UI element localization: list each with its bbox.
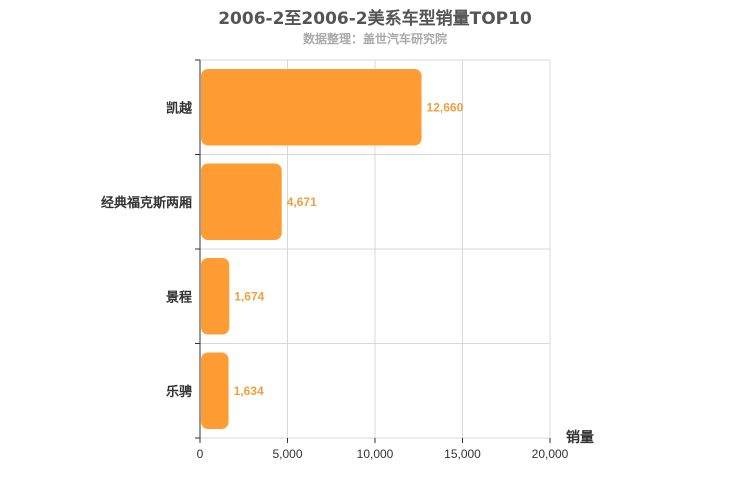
data-label-1: 4,671 [287, 195, 317, 209]
category-label-2: 景程 [166, 290, 192, 305]
x-tick-label-2: 10,000 [357, 447, 394, 461]
category-label-1: 经典福克斯两厢 [101, 195, 192, 211]
data-label-0: 12,660 [427, 100, 464, 114]
labels: 12,660 凯越 4,671 经典福克斯两厢 1,674 景程 1,634 乐骋 0 5,000… [101, 100, 569, 461]
x-tick-label-0: 0 [197, 447, 204, 461]
x-tick-label-3: 15,000 [444, 447, 481, 461]
bar-0 [201, 68, 422, 146]
chart-subtitle: 数据整理：盖世汽车研究院 [302, 32, 447, 46]
bar-3 [201, 352, 229, 430]
bar-1 [201, 163, 282, 241]
axes [195, 59, 551, 443]
data-label-3: 1,634 [234, 384, 264, 398]
bars [201, 68, 422, 430]
category-label-0: 凯越 [166, 100, 193, 116]
category-label-3: 乐骋 [166, 384, 192, 400]
x-tick-label-1: 5,000 [272, 447, 302, 461]
x-axis-title: 销量 [566, 429, 594, 446]
data-label-2: 1,674 [234, 289, 264, 303]
bar-2 [201, 257, 230, 335]
chart-title: 2006-2至2006-2美系车型销量TOP10 [218, 9, 532, 29]
x-tick-label-4: 20,000 [532, 447, 569, 461]
